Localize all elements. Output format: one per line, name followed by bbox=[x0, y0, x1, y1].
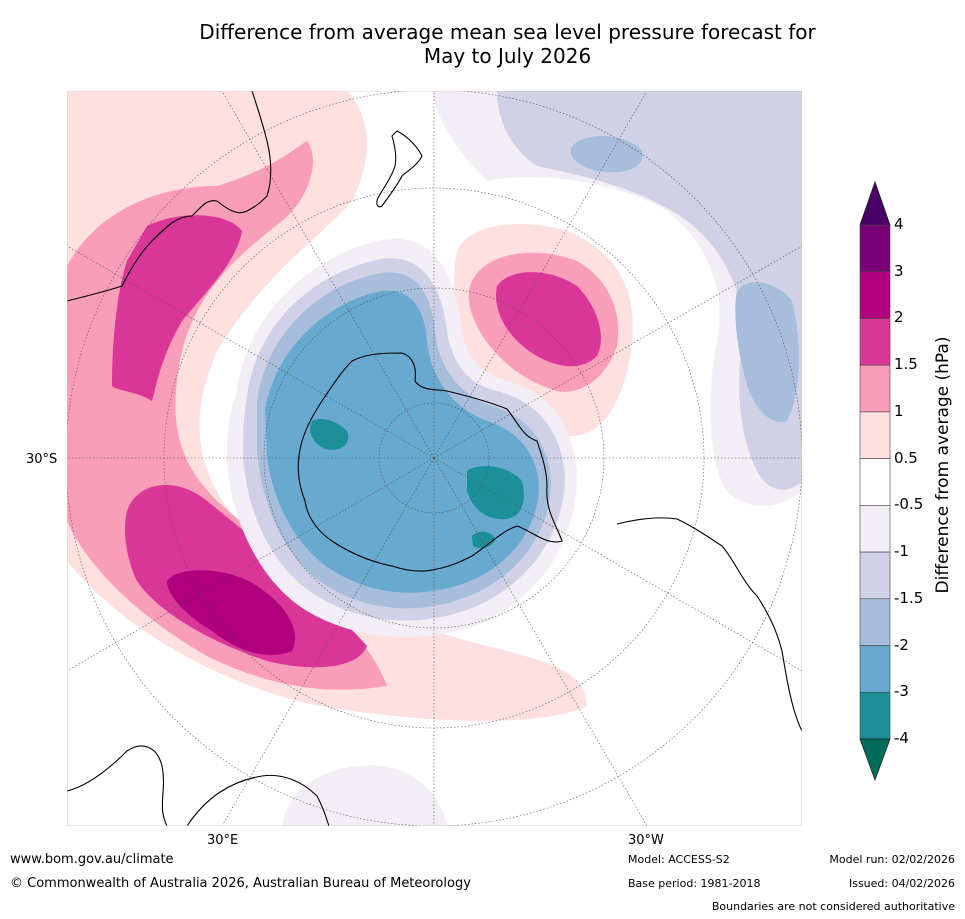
coastlines bbox=[67, 91, 802, 826]
south-america-coast bbox=[616, 517, 802, 732]
colorbar-tick-label: -4 bbox=[894, 729, 909, 747]
colorbar-segment bbox=[859, 458, 891, 506]
model-name: Model: ACCESS-S2 bbox=[628, 853, 730, 866]
anomaly-neg3-ant-a bbox=[310, 419, 349, 450]
australia-coast bbox=[67, 91, 272, 302]
colorbar-segment bbox=[859, 598, 891, 646]
anomaly-neg2-ant bbox=[265, 290, 539, 593]
lat-label-30s: 30°S bbox=[26, 452, 58, 467]
anomaly-neg1.5-ne-b bbox=[735, 282, 799, 422]
colorbar-tick-label: -0.5 bbox=[894, 495, 924, 514]
colorbar bbox=[859, 180, 891, 782]
colorbar-top-arrow bbox=[859, 180, 891, 226]
colorbar-segment bbox=[859, 645, 891, 693]
africa-south-coast bbox=[186, 774, 330, 826]
colorbar-tick-label: 2 bbox=[894, 308, 904, 327]
africa-coast bbox=[67, 745, 168, 826]
colorbar-segment bbox=[859, 364, 891, 413]
colorbar-segment bbox=[859, 318, 891, 366]
graticule bbox=[67, 91, 802, 826]
anomaly-1.5-west-south bbox=[125, 484, 367, 668]
anomaly-neg1.5-ne-a bbox=[570, 135, 643, 173]
colorbar-tick-label: 0.5 bbox=[894, 448, 918, 467]
disclaimer: Boundaries are not considered authoritat… bbox=[711, 900, 955, 913]
new-zealand-coast bbox=[376, 130, 423, 208]
colorbar-tick-label: 4 bbox=[894, 215, 904, 233]
lon-label-30w: 30°W bbox=[628, 833, 664, 848]
base-period: Base period: 1981-2018 bbox=[628, 877, 761, 890]
colorbar-title: Difference from average (hPa) bbox=[928, 300, 958, 630]
colorbar-tick-label: -3 bbox=[894, 682, 909, 701]
colorbar-segment bbox=[859, 691, 891, 740]
colorbar-tick-label: 1 bbox=[894, 401, 904, 420]
copyright: © Commonwealth of Australia 2026, Austra… bbox=[10, 876, 471, 891]
chart-title: Difference from average mean sea level p… bbox=[100, 20, 915, 68]
colorbar-bottom-arrow bbox=[859, 738, 891, 782]
colorbar-tick-label: -1.5 bbox=[894, 588, 924, 607]
anomaly-neg1-ne bbox=[497, 91, 802, 490]
colorbar-segment bbox=[859, 411, 891, 459]
website: www.bom.gov.au/climate bbox=[10, 852, 174, 867]
colorbar-segment bbox=[859, 505, 891, 553]
colorbar-tick-label: -2 bbox=[894, 635, 909, 654]
colorbar-segment bbox=[859, 224, 891, 273]
colorbar-title-text: Difference from average (hPa) bbox=[933, 336, 953, 594]
colorbar-segment bbox=[859, 271, 891, 319]
issued-date: Issued: 04/02/2026 bbox=[848, 877, 955, 890]
polar-map bbox=[67, 91, 802, 826]
anomaly-neg3-ant-b bbox=[467, 466, 524, 520]
anomaly-1.5-west-north bbox=[112, 215, 242, 401]
colorbar-tick-label: 1.5 bbox=[894, 355, 918, 374]
antarctica-coast bbox=[297, 352, 563, 572]
anomaly-1.5-east bbox=[496, 272, 601, 367]
model-run: Model run: 02/02/2026 bbox=[829, 853, 955, 866]
title-line-2: May to July 2026 bbox=[423, 44, 592, 68]
map-svg bbox=[67, 91, 802, 826]
colorbar-segment bbox=[859, 551, 891, 600]
title-line-1: Difference from average mean sea level p… bbox=[199, 20, 816, 44]
anomaly-neg3-ant-c bbox=[472, 531, 495, 549]
colorbar-tick-label: -1 bbox=[894, 542, 909, 561]
colorbar-tick-label: 3 bbox=[894, 261, 904, 280]
lon-label-30e: 30°E bbox=[207, 833, 239, 848]
